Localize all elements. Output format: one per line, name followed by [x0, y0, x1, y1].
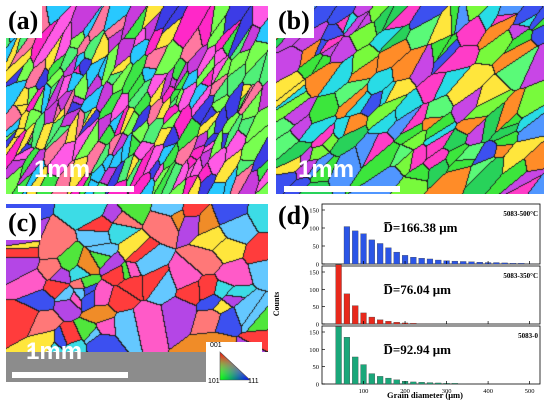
grain-size-histogram: (d) Counts Grain diameter (μm) 0 50 100 150…: [270, 196, 550, 405]
histogram-bar: [435, 382, 442, 385]
ipf-key-left: 101: [208, 378, 220, 385]
histogram-bar: [410, 323, 417, 325]
ebsd-map-b-image: [276, 6, 544, 194]
panel-b-label: (b): [276, 6, 314, 38]
panel-a-label: (a): [6, 6, 43, 38]
histogram-bar: [501, 262, 508, 265]
histogram-bar: [335, 264, 342, 325]
y-tick-label: 50: [313, 364, 320, 371]
histogram-bar: [352, 305, 359, 325]
histogram-bar: [393, 379, 400, 385]
panel-c-label: (c): [6, 208, 41, 240]
y-tick-label: 100: [309, 287, 319, 294]
histogram-bar: [368, 316, 375, 325]
y-tick-label: 0: [316, 262, 319, 269]
histogram-bar: [360, 233, 367, 265]
histogram-bar: [352, 230, 359, 265]
histogram-bar: [393, 322, 400, 325]
y-tick-label: 150: [309, 270, 319, 277]
histogram-bar: [451, 260, 458, 265]
y-tick-label: 0: [316, 382, 319, 389]
y-tick-label: 150: [309, 330, 319, 337]
histogram-bar: [377, 376, 384, 385]
x-tick-label: 100: [359, 388, 369, 395]
histogram-bar: [343, 337, 350, 385]
histogram-bar: [343, 226, 350, 265]
histogram-bar: [377, 319, 384, 325]
histogram-bar: [377, 243, 384, 265]
histogram-bar: [385, 321, 392, 325]
histogram-bar: [476, 262, 483, 265]
histogram-bar: [435, 259, 442, 265]
y-tick-label: 50: [313, 304, 320, 311]
scale-bar-b-label: 1mm: [298, 156, 355, 183]
histogram-bar: [418, 258, 425, 265]
mean-diameter-label-2: D̅=92.94 μm: [383, 342, 451, 357]
histogram-bar: [343, 293, 350, 325]
mean-diameter-label-0: D̅=166.38 μm: [383, 220, 457, 235]
y-tick-label: 0: [316, 322, 319, 329]
scale-bar-a: [18, 186, 134, 192]
x-tick-label: 200: [400, 388, 410, 395]
y-tick-label: 50: [313, 244, 320, 251]
histogram-bar: [368, 239, 375, 265]
series-name-2: 5083-0: [518, 332, 538, 340]
panel-d-label: (d): [278, 201, 310, 230]
ipf-color-key: 001 101 111: [206, 342, 262, 388]
y-axis-label: Counts: [272, 292, 281, 316]
x-tick-label: 500: [525, 388, 535, 395]
ebsd-map-c-image: [6, 204, 268, 352]
histogram-bar: [468, 261, 475, 265]
ipf-key-right: 111: [248, 378, 259, 385]
histogram-bar: [385, 247, 392, 265]
x-axis-label: Grain diameter (μm): [387, 390, 463, 400]
histogram-bar: [460, 261, 467, 265]
histogram-bar: [368, 373, 375, 385]
histogram-bar: [451, 383, 458, 385]
histogram-bar: [410, 381, 417, 385]
scale-bar-c: [12, 372, 128, 378]
ipf-triangle-icon: [219, 351, 251, 381]
series-name-1: 5083-350°C: [503, 272, 538, 280]
histogram-bar: [426, 258, 434, 265]
histogram-bar: [410, 257, 417, 265]
histogram-bar: [418, 382, 425, 385]
histogram-bar: [518, 263, 525, 265]
x-tick-label: 400: [483, 388, 493, 395]
histogram-bar: [385, 377, 392, 385]
y-tick-label: 150: [309, 208, 319, 215]
y-tick-label: 100: [309, 226, 319, 233]
x-tick-label: 300: [442, 388, 452, 395]
histogram-bar: [335, 326, 342, 385]
histogram-bar: [352, 356, 359, 385]
ebsd-map-a: (a) 1mm: [6, 6, 268, 194]
histogram-bar: [509, 263, 517, 265]
ebsd-map-b: (b) 1mm: [276, 6, 544, 194]
scale-bar-b: [284, 186, 400, 192]
histogram-bar: [426, 382, 434, 385]
y-tick-label: 100: [309, 347, 319, 354]
ipf-key-top: 001: [210, 342, 222, 349]
mean-diameter-label-1: D̅=76.04 μm: [383, 282, 451, 297]
scale-bar-c-label-text: 1mm: [26, 338, 83, 365]
ebsd-map-c: (c): [6, 204, 268, 352]
histogram-svg: (d) Counts Grain diameter (μm) 0 50 100 150…: [272, 201, 541, 400]
histogram-bar: [393, 251, 400, 265]
scale-bar-a-label: 1mm: [34, 156, 91, 183]
series-name-0: 5083-500°C: [503, 210, 538, 218]
ebsd-map-a-image: [6, 6, 268, 194]
histogram-bar: [493, 262, 500, 265]
